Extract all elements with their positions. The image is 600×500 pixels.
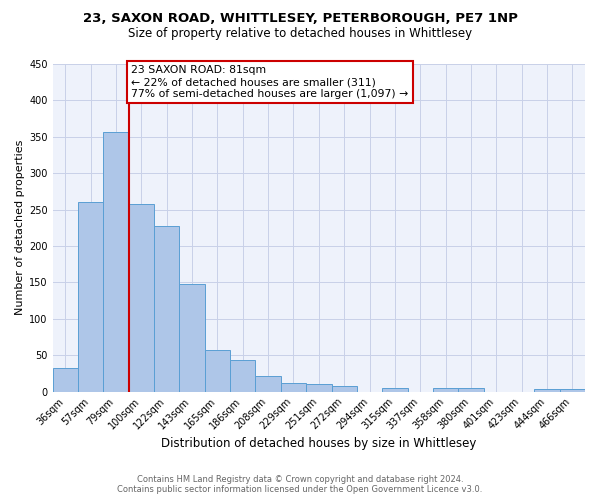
Bar [382, 388, 407, 392]
Bar [154, 226, 179, 392]
Text: 23 SAXON ROAD: 81sqm
← 22% of detached houses are smaller (311)
77% of semi-deta: 23 SAXON ROAD: 81sqm ← 22% of detached h… [131, 66, 409, 98]
Bar [103, 132, 129, 392]
Bar [560, 388, 585, 392]
Bar [256, 376, 281, 392]
X-axis label: Distribution of detached houses by size in Whittlesey: Distribution of detached houses by size … [161, 437, 476, 450]
Bar [78, 202, 103, 392]
Bar [230, 360, 256, 392]
Bar [129, 204, 154, 392]
Bar [53, 368, 78, 392]
Bar [306, 384, 332, 392]
Bar [281, 383, 306, 392]
Bar [205, 350, 230, 392]
Bar [433, 388, 458, 392]
Bar [535, 388, 560, 392]
Text: 23, SAXON ROAD, WHITTLESEY, PETERBOROUGH, PE7 1NP: 23, SAXON ROAD, WHITTLESEY, PETERBOROUGH… [83, 12, 517, 26]
Text: Contains HM Land Registry data © Crown copyright and database right 2024.
Contai: Contains HM Land Registry data © Crown c… [118, 474, 482, 494]
Y-axis label: Number of detached properties: Number of detached properties [15, 140, 25, 316]
Bar [332, 386, 357, 392]
Text: Size of property relative to detached houses in Whittlesey: Size of property relative to detached ho… [128, 28, 472, 40]
Bar [458, 388, 484, 392]
Bar [179, 284, 205, 392]
